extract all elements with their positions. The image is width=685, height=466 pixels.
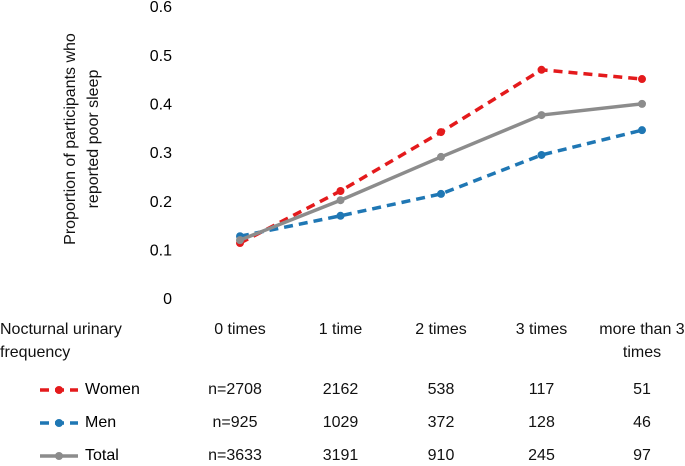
count-label: 3191	[322, 447, 359, 464]
count-label: 1029	[322, 414, 359, 431]
series-line	[239, 102, 643, 242]
count-label: 117	[528, 381, 555, 398]
point	[537, 111, 546, 120]
point	[336, 196, 345, 205]
x-tick-label: 1 time	[318, 321, 363, 338]
x-tick-label: 0 times	[214, 321, 266, 338]
count-label: 372	[427, 414, 455, 431]
point	[638, 75, 646, 84]
count-label: 910	[427, 447, 455, 464]
point	[638, 99, 646, 108]
count-label: n=2708	[208, 381, 262, 398]
count-label: 2162	[322, 381, 359, 398]
count-label: 46	[633, 414, 651, 431]
legend-label: Men	[85, 414, 116, 431]
y-tick-label: 0.3	[150, 145, 172, 162]
point	[537, 65, 546, 74]
count-label: 51	[633, 381, 651, 398]
point	[236, 236, 244, 245]
y-tick-label: 0	[163, 291, 172, 308]
x-tick-label: 3 times	[515, 321, 568, 338]
legend-marker	[55, 386, 63, 394]
point	[638, 126, 646, 135]
y-tick-label: 0.1	[150, 243, 172, 260]
legend-marker	[55, 452, 63, 460]
y-tick-label: 0.2	[150, 194, 172, 211]
legend-marker	[55, 419, 63, 427]
count-label: 245	[528, 447, 555, 464]
point	[437, 189, 445, 198]
point	[336, 186, 345, 195]
point	[336, 211, 345, 220]
count-label: 538	[427, 381, 455, 398]
count-label: 97	[633, 447, 651, 464]
x-axis-label: Nocturnal urinary frequency	[0, 321, 122, 361]
y-tick-label: 0.5	[150, 48, 172, 65]
count-label: n=3633	[208, 447, 262, 464]
y-tick-label: 0.4	[150, 97, 172, 114]
y-axis-label: Proportion of participants who reported …	[62, 33, 102, 245]
x-tick-label: 2 times	[415, 321, 467, 338]
series-line	[239, 128, 643, 238]
point	[437, 152, 445, 161]
point	[537, 150, 546, 159]
point	[437, 128, 445, 137]
legend-label: Total	[85, 447, 119, 464]
count-label: 128	[528, 414, 555, 431]
y-tick-label: 0.6	[150, 0, 172, 16]
legend-label: Women	[85, 381, 140, 398]
count-label: n=925	[212, 414, 258, 431]
x-tick-label: more than 3 times	[599, 321, 685, 361]
